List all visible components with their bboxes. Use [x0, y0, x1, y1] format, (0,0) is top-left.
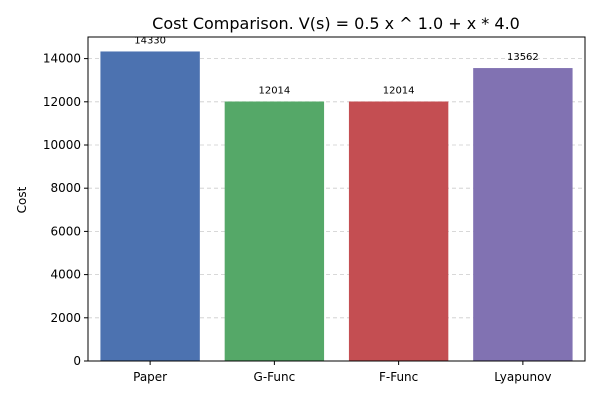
y-tick-label: 2000: [50, 311, 81, 325]
y-tick-label: 0: [73, 354, 81, 368]
x-tick-label: Lyapunov: [494, 370, 551, 384]
bar-f-func: [348, 101, 449, 362]
y-tick-label: 10000: [43, 138, 81, 152]
bars: [100, 51, 573, 362]
x-axis: Paper G-Func F-Func Lyapunov: [133, 361, 552, 384]
x-tick-label: F-Func: [379, 370, 418, 384]
y-axis-title: Cost: [15, 186, 29, 213]
y-tick-label: 6000: [50, 224, 81, 238]
bar-lyapunov: [473, 68, 573, 362]
data-labels: 14330 12014 12014 13562: [134, 35, 539, 96]
y-tick-label: 12000: [43, 95, 81, 109]
y-tick-label: 4000: [50, 268, 81, 282]
data-label: 12014: [383, 85, 415, 96]
bar-paper: [100, 51, 200, 362]
x-tick-label: G-Func: [254, 370, 296, 384]
bar-g-func: [224, 101, 325, 362]
y-tick-label: 8000: [50, 181, 81, 195]
y-axis: 0 2000 4000 6000 8000 10000 12000 14000: [43, 52, 88, 368]
plot-frame: [87, 36, 586, 362]
y-tick-label: 14000: [43, 52, 81, 66]
data-label: 14330: [134, 35, 166, 46]
data-label: 13562: [507, 52, 539, 63]
data-label: 12014: [258, 85, 290, 96]
chart-title: Cost Comparison. V(s) = 0.5 x ^ 1.0 + x …: [152, 14, 520, 33]
x-tick-label: Paper: [133, 370, 167, 384]
